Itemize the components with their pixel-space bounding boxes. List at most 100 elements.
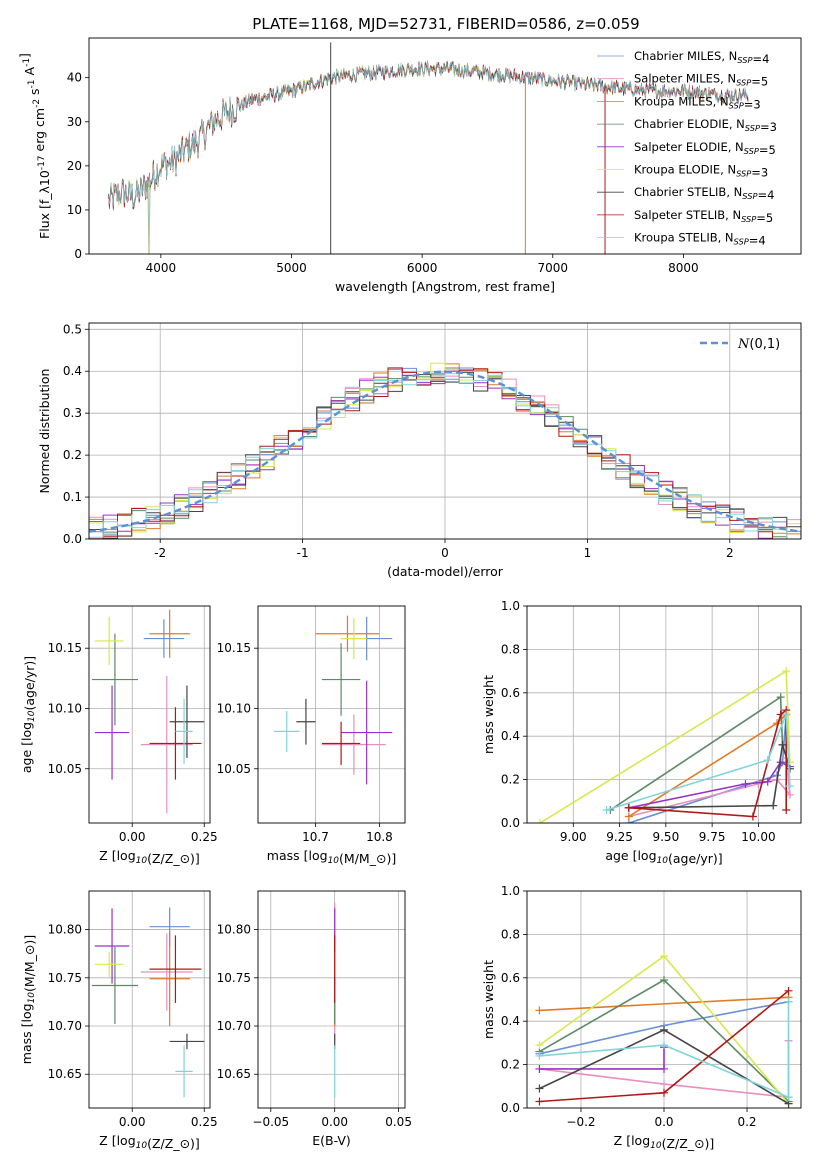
weight-line <box>628 744 791 809</box>
x-tick-label: 4000 <box>146 261 177 275</box>
panel-mass-vs-z: 0.00 0.25 10.65 10.70 10.75 10.80 Z [log10(Z/Z… <box>19 890 218 1151</box>
legend-label: Salpeter ELODIE, NSSP=5 <box>634 140 776 157</box>
legend-label: Chabrier STELIB, NSSP=4 <box>634 185 774 202</box>
y-tick-label: 0.4 <box>501 1014 520 1028</box>
weight-marker <box>784 1093 793 1102</box>
plot-marks <box>273 615 393 785</box>
axes-frame <box>88 890 211 1109</box>
axes-frame <box>88 37 802 255</box>
y-tick-label: 10.70 <box>48 1019 82 1033</box>
weight-marker <box>782 805 791 814</box>
weight-marker <box>660 975 668 984</box>
weight-line <box>628 714 787 823</box>
x-tick-label: 6000 <box>407 261 438 275</box>
weight-marker <box>660 952 668 961</box>
plot-marks <box>535 667 794 823</box>
legend-label: Salpeter MILES, NSSP=5 <box>634 72 768 89</box>
x-tick-label: 9.75 <box>699 830 726 844</box>
weight-marker <box>660 1041 668 1050</box>
y-tick-label: 10.75 <box>48 971 82 985</box>
y-axis-label: Flux [f_λ10-17 erg cm-2 s-1 A-1] <box>17 53 52 239</box>
x-tick-label: −0.05 <box>252 1115 289 1129</box>
x-tick-label: 7000 <box>538 261 569 275</box>
y-tick-label: 0.0 <box>501 1101 520 1115</box>
weight-marker <box>660 1025 668 1034</box>
y-tick-label: 0.2 <box>63 448 82 462</box>
y-tick-label: 10.80 <box>217 923 251 937</box>
x-tick-label: 0.2 <box>737 1115 756 1129</box>
panel-residual-histogram: -2 -1 0 1 2 0.0 0.1 0.2 0.3 0.4 0.5 (data-model)/er… <box>37 322 802 579</box>
weight-marker <box>535 819 544 823</box>
weight-marker <box>624 803 633 812</box>
y-tick-label: 40 <box>67 71 82 85</box>
y-tick-label: 0.2 <box>501 1058 520 1072</box>
x-axis-label: wavelength [Angstrom, rest frame] <box>335 279 555 294</box>
weight-marker <box>784 986 793 995</box>
y-axis-label: mass weight <box>481 675 496 754</box>
gaussian-curve <box>89 370 801 533</box>
y-tick-label: 10.15 <box>217 641 251 655</box>
x-axis-label: (data-model)/error <box>387 564 504 579</box>
weight-line <box>628 713 787 818</box>
x-tick-label: 0.25 <box>191 830 218 844</box>
x-tick-label: 10.7 <box>302 830 329 844</box>
histogram-step <box>89 369 801 539</box>
weight-marker <box>535 1006 544 1015</box>
y-tick-label: 10.10 <box>217 701 251 715</box>
legend-label: Kroupa MILES, NSSP=3 <box>634 94 761 111</box>
weight-marker <box>778 740 787 749</box>
histogram-step <box>89 373 801 539</box>
legend-label: Kroupa ELODIE, NSSP=3 <box>634 163 768 180</box>
y-tick-label: 0.0 <box>63 532 82 546</box>
legend-label: Chabrier MILES, NSSP=4 <box>634 49 769 66</box>
panel-age-vs-z: 0.00 0.25 10.05 10.10 10.15 Z [log10(Z/Z_⊙)] a… <box>19 605 218 866</box>
histogram-step <box>89 362 801 539</box>
y-tick-label: 30 <box>67 115 82 129</box>
weight-marker <box>660 1088 668 1097</box>
x-tick-label: 1 <box>584 546 592 560</box>
x-tick-label: 0.0 <box>654 1115 673 1129</box>
x-axis-label: mass [log10(M/M_⊙)] <box>267 848 396 866</box>
x-tick-label: 0.00 <box>119 1115 146 1129</box>
y-tick-label: 20 <box>67 159 82 173</box>
plot-marks <box>91 907 205 1098</box>
weight-marker <box>748 812 757 821</box>
y-axis-label: mass [log10(M/M_⊙)] <box>19 935 37 1064</box>
plot-marks <box>108 42 749 254</box>
weight-marker <box>660 1080 668 1089</box>
y-tick-label: 0.0 <box>501 816 520 830</box>
x-tick-label: 5000 <box>276 261 307 275</box>
weight-marker <box>782 710 791 719</box>
figure-title: PLATE=1168, MJD=52731, FIBERID=0586, z=0… <box>252 15 639 33</box>
y-tick-label: 10.05 <box>48 762 82 776</box>
x-axis-label: age [log10(age/yr)] <box>605 848 722 866</box>
y-tick-label: 0.2 <box>501 773 520 787</box>
y-tick-label: 0.1 <box>63 490 82 504</box>
x-tick-label: 0.25 <box>191 1115 218 1129</box>
legend-label: Kroupa STELIB, NSSP=4 <box>634 231 766 248</box>
x-tick-label: 0.00 <box>119 830 146 844</box>
x-tick-label: 0 <box>441 546 449 560</box>
axes-frame <box>257 890 406 1109</box>
y-tick-label: 10.10 <box>48 701 82 715</box>
x-tick-label: -1 <box>297 546 309 560</box>
axes-frame <box>88 605 211 824</box>
histogram-step <box>89 371 801 539</box>
weight-marker <box>776 693 785 702</box>
x-axis-label: Z [log10(Z/Z_⊙)] <box>99 1133 200 1151</box>
weight-marker <box>624 812 633 821</box>
plot-marks <box>91 609 205 814</box>
weight-marker <box>535 1064 544 1073</box>
x-axis-label: Z [log10(Z/Z_⊙)] <box>99 848 200 866</box>
panel-mass-vs-e-b-v-: −0.05 0.00 0.05 10.65 10.70 10.75 10.80 E(B-V) <box>217 890 412 1148</box>
weight-marker <box>763 777 772 786</box>
x-tick-label: 9.00 <box>560 830 587 844</box>
y-tick-label: 0.6 <box>501 971 520 985</box>
x-tick-label: -2 <box>154 546 166 560</box>
legend-label: N(0,1) <box>737 337 780 352</box>
weight-marker <box>785 782 794 791</box>
weight-line <box>609 695 784 811</box>
weight-marker <box>660 1064 668 1073</box>
x-tick-label: 9.25 <box>606 830 633 844</box>
